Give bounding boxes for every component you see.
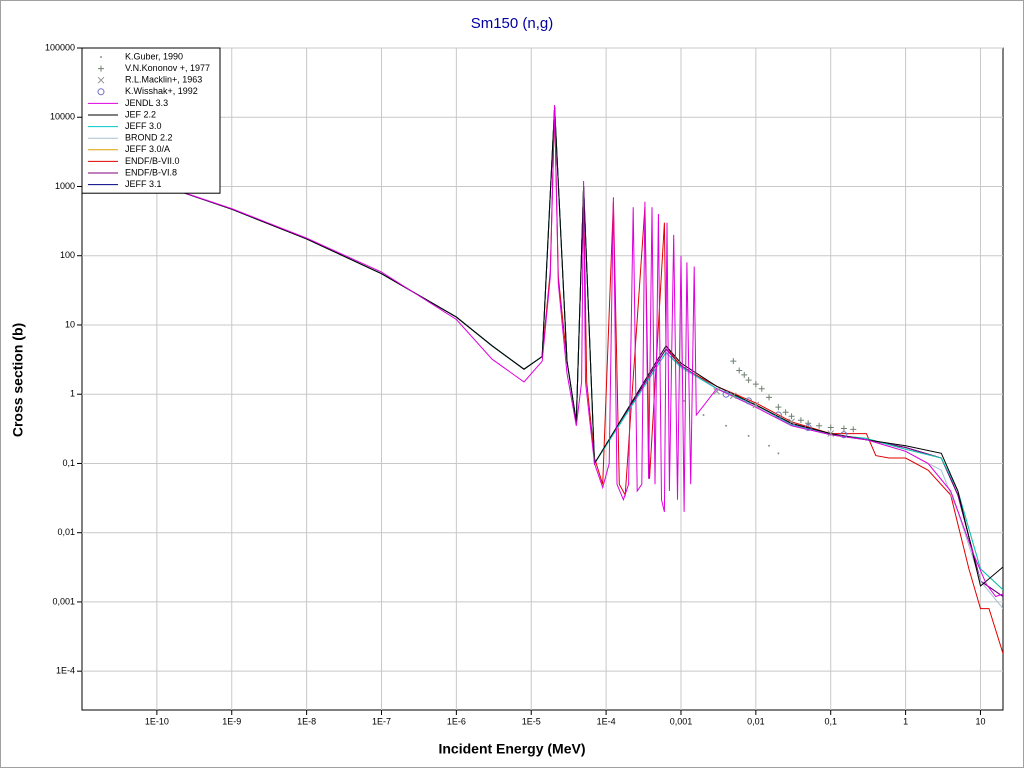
x-tick-label: 1E-4 [597, 716, 616, 726]
chart-title: Sm150 (n,g) [471, 15, 554, 32]
data-point [741, 371, 748, 378]
data-point [840, 425, 847, 432]
data-point [729, 392, 737, 400]
data-point [788, 418, 795, 426]
series-line [82, 107, 1003, 587]
series-layer [82, 104, 1003, 654]
y-tick-label: 0,1 [62, 458, 75, 468]
data-point [782, 409, 789, 416]
data-point [722, 390, 730, 398]
data-point [713, 387, 721, 395]
data-point [827, 430, 835, 437]
x-tick-label: 1E-8 [297, 716, 316, 726]
data-point [725, 424, 728, 427]
y-tick-label: 1000 [55, 181, 75, 191]
data-point [702, 414, 705, 417]
y-tick-label: 10000 [50, 112, 75, 122]
y-tick-label: 100 [60, 250, 75, 260]
y-axis-label: Cross section (b) [10, 323, 26, 437]
y-tick-label: 0,01 [57, 527, 75, 537]
data-point [766, 394, 773, 401]
data-point [97, 88, 105, 96]
x-tick-label: 1E-6 [447, 716, 466, 726]
grid: 1E-10 1E-9 1E-8 1E-7 1E-6 1E-5 1E-4 0,001 0,01 0,… [45, 42, 1003, 726]
legend-label: ENDF/B-VII.0 [125, 156, 180, 166]
x-tick-label: 0,01 [747, 716, 765, 726]
data-point [730, 358, 737, 365]
legend: K.Guber, 1990 V.N.Kononov +, 1977 R.L.Mack… [81, 47, 221, 194]
data-point [816, 422, 823, 429]
data-point [100, 56, 102, 58]
legend-box [81, 47, 221, 194]
x-tick-label: 1E-9 [222, 716, 241, 726]
data-point [775, 404, 782, 411]
legend-label: R.L.Macklin+, 1963 [125, 75, 202, 85]
x-tick-label: 0,1 [824, 716, 837, 726]
x-tick-label: 1E-7 [372, 716, 391, 726]
data-point [747, 434, 750, 437]
x-tick-label: 1 [903, 716, 908, 726]
data-point [774, 411, 782, 419]
y-tick-label: 1 [70, 389, 75, 399]
data-point [736, 367, 743, 374]
data-point [98, 65, 104, 72]
data-point [745, 397, 753, 405]
x-tick-label: 10 [975, 716, 985, 726]
data-point [777, 452, 780, 455]
legend-label: BROND 2.2 [125, 133, 173, 143]
data-point [788, 413, 795, 420]
y-tick-label: 100000 [45, 42, 75, 52]
legend-label: K.Wisshak+, 1992 [125, 86, 198, 96]
data-point [745, 377, 752, 384]
x-axis-label: Incident Energy (MeV) [438, 741, 585, 757]
data-point [758, 385, 765, 392]
data-point [752, 381, 759, 388]
legend-label: JEFF 3.0 [125, 121, 162, 131]
data-point [97, 76, 105, 84]
plot-area [81, 47, 1004, 711]
legend-label: JENDL 3.3 [125, 98, 168, 108]
data-point [827, 424, 834, 431]
series-line [82, 104, 1003, 598]
x-tick-label: 1E-10 [145, 716, 169, 726]
data-point [797, 417, 804, 424]
legend-label: K.Guber, 1990 [125, 51, 183, 61]
data-point [768, 444, 771, 447]
data-point [804, 424, 812, 432]
data-point [752, 401, 760, 409]
data-point [840, 431, 848, 439]
data-point [850, 426, 857, 433]
x-tick-label: 1E-5 [522, 716, 541, 726]
legend-label: JEF 2.2 [125, 109, 156, 119]
data-point [683, 399, 686, 402]
data-point [805, 420, 812, 427]
legend-label: JEFF 3.1 [125, 179, 162, 189]
y-tick-label: 10 [65, 319, 75, 329]
legend-label: JEFF 3.0/A [125, 144, 170, 154]
legend-label: V.N.Kononov +, 1977 [125, 63, 210, 73]
x-tick-label: 0,001 [670, 716, 693, 726]
y-tick-label: 1E-4 [56, 666, 75, 676]
legend-label: ENDF/B-VI.8 [125, 167, 177, 177]
y-tick-label: 0,001 [52, 596, 75, 606]
